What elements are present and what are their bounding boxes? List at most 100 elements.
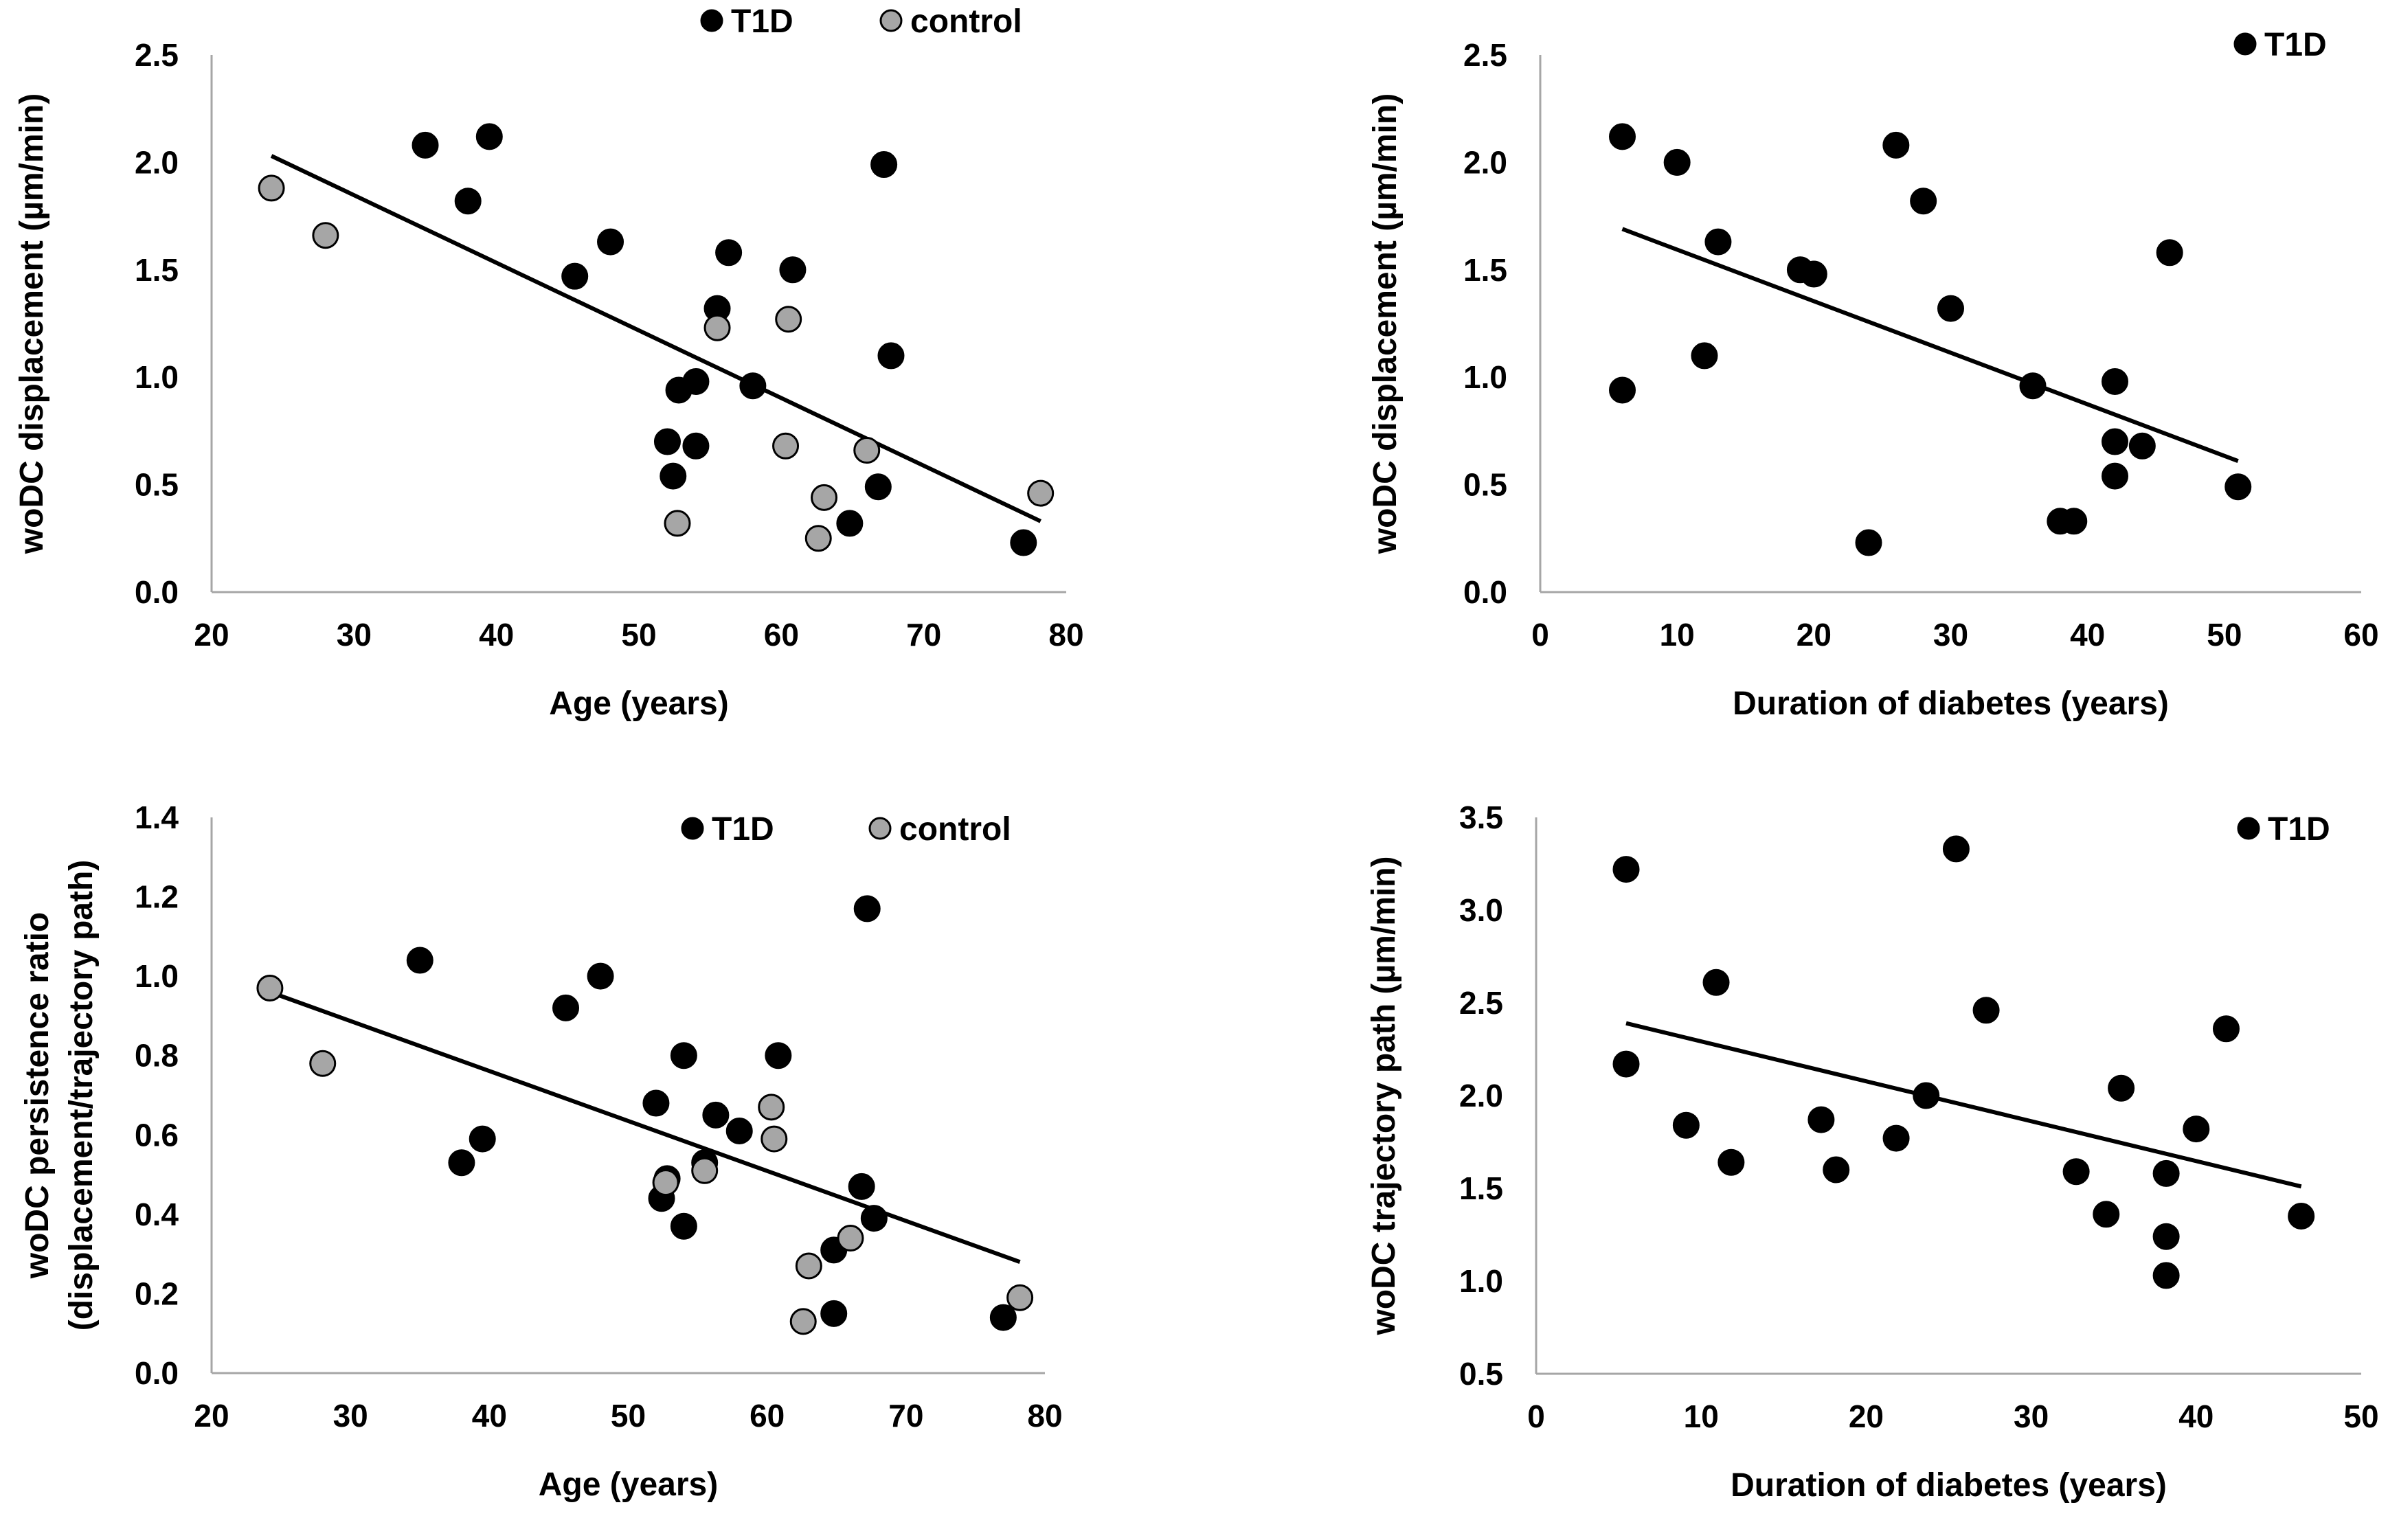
t1d-point <box>2183 1116 2210 1143</box>
t1d-point <box>2093 1201 2120 1228</box>
t1d-point <box>739 372 767 400</box>
t1d-point <box>1823 1156 1850 1184</box>
t1d-point <box>2156 239 2183 267</box>
t1d-point <box>1612 1050 1640 1078</box>
t1d-point <box>587 962 614 990</box>
y-tick-label: 0.0 <box>135 1355 179 1391</box>
chart-panel-age-displacement: 20 30 40 50 60 70 80 0.0 0.5 1.0 1.5 2.0 2.5 Age (yea… <box>14 3 1084 722</box>
t1d-point <box>552 994 580 1021</box>
y-tick-label: 0.6 <box>135 1117 179 1153</box>
t1d-point <box>2288 1203 2315 1230</box>
legend-control-label: control <box>910 3 1022 40</box>
control-point <box>761 1125 788 1153</box>
y-tick-label: 3.5 <box>1459 800 1503 835</box>
y-tick-label: 2.0 <box>1463 144 1507 180</box>
x-tick-label: 0 <box>1527 1399 1545 1434</box>
x-tick-label: 50 <box>611 1398 646 1434</box>
t1d-point <box>2108 1074 2135 1102</box>
y-tick-label: 0.0 <box>135 574 179 610</box>
x-tick-label: 30 <box>337 617 372 653</box>
control-point <box>811 484 838 511</box>
x-tick-label: 20 <box>194 1398 229 1434</box>
t1d-point <box>475 123 503 150</box>
y-tick-label: 1.5 <box>1463 252 1507 288</box>
t1d-point <box>702 1101 730 1129</box>
control-point <box>837 1225 864 1252</box>
t1d-point <box>1855 529 1882 556</box>
y-axis-title-line-2: (displacement/trajectory path) <box>63 860 100 1331</box>
t1d-point <box>1882 131 1910 159</box>
t1d-point <box>454 188 482 215</box>
x-tick-label: 40 <box>2178 1399 2214 1434</box>
control-point <box>1006 1284 1034 1311</box>
control-point <box>258 174 285 202</box>
t1d-point <box>1717 1148 1745 1176</box>
t1d-point <box>2102 462 2128 490</box>
t1d-point <box>2212 1015 2240 1043</box>
t1d-point <box>1702 969 1730 996</box>
control-point <box>309 1050 337 1077</box>
y-tick-label: 0.0 <box>1463 574 1507 610</box>
control-point <box>312 222 339 249</box>
control-point <box>652 1169 679 1197</box>
t1d-point <box>2102 367 2128 395</box>
y-tick-label: 1.0 <box>135 958 179 994</box>
x-axis-title: Age (years) <box>539 1467 718 1503</box>
t1d-point <box>2102 428 2128 455</box>
t1d-point <box>682 432 710 460</box>
t1d-point <box>412 131 439 159</box>
x-tick-label: 50 <box>2343 1399 2378 1434</box>
control-point <box>795 1252 822 1280</box>
t1d-point <box>2060 508 2088 535</box>
t1d-point <box>660 462 687 490</box>
y-tick-label: 2.5 <box>1459 985 1503 1021</box>
chart-panel-age-persistence: 20 30 40 50 60 70 80 0.0 0.2 0.4 0.6 0.8 1.0 1.2 1.4 Ag… <box>19 800 1063 1503</box>
t1d-point <box>715 239 743 267</box>
y-tick-label: 1.5 <box>1459 1170 1503 1206</box>
x-tick-label: 70 <box>888 1398 923 1434</box>
t1d-point <box>836 510 864 537</box>
chart-panel-duration-trajectory: 0 10 20 30 40 50 0.5 1.0 1.5 2.0 2.5 3.0 3.5 Duration… <box>1366 800 2379 1504</box>
t1d-point <box>1882 1124 1910 1152</box>
control-point <box>775 306 802 333</box>
t1d-point <box>448 1149 475 1177</box>
y-tick-label: 1.4 <box>135 800 179 835</box>
y-axis-title: woDC displacement (µm/min) <box>14 93 50 554</box>
control-point <box>664 510 691 537</box>
y-tick-label: 0.5 <box>135 467 179 503</box>
y-tick-label: 1.0 <box>135 359 179 395</box>
t1d-point <box>1609 376 1636 404</box>
t1d-point <box>1663 148 1691 176</box>
control-point <box>758 1094 785 1121</box>
legend-t1d-marker <box>700 9 723 32</box>
control-point <box>772 432 800 460</box>
t1d-point <box>670 1212 697 1240</box>
x-tick-label: 60 <box>750 1398 785 1434</box>
t1d-point <box>1800 260 1827 288</box>
t1d-point <box>653 428 681 455</box>
y-tick-label: 2.5 <box>135 37 179 73</box>
t1d-point <box>469 1125 496 1153</box>
x-tick-label: 20 <box>194 617 229 653</box>
legend-t1d-marker <box>2237 817 2260 840</box>
x-axis-title: Duration of diabetes (years) <box>1733 686 2169 722</box>
y-tick-label: 0.8 <box>135 1038 179 1074</box>
t1d-point <box>561 262 589 290</box>
legend-t1d-label: T1D <box>712 811 774 848</box>
t1d-point <box>1010 529 1037 556</box>
x-tick-label: 30 <box>2014 1399 2049 1434</box>
y-tick-label: 1.0 <box>1463 359 1507 395</box>
t1d-point <box>406 947 433 974</box>
t1d-point <box>820 1300 848 1327</box>
control-point <box>256 974 284 1001</box>
legend-t1d-label: T1D <box>731 3 793 40</box>
y-tick-label: 0.4 <box>135 1197 179 1232</box>
legend-t1d-label: T1D <box>2264 27 2327 63</box>
t1d-point <box>642 1089 670 1117</box>
y-tick-label: 2.0 <box>135 144 179 180</box>
legend-control-label: control <box>899 811 1011 848</box>
t1d-point <box>2128 432 2156 460</box>
t1d-point <box>2224 473 2252 501</box>
trendline <box>269 990 1021 1265</box>
t1d-point <box>1972 997 2000 1024</box>
